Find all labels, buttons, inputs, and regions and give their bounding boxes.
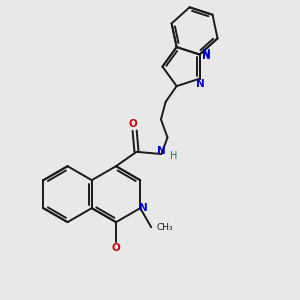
Text: CH₃: CH₃ bbox=[157, 223, 173, 232]
Text: O: O bbox=[112, 243, 120, 253]
Text: N: N bbox=[158, 146, 166, 156]
Text: H: H bbox=[170, 152, 178, 161]
Text: O: O bbox=[129, 119, 138, 129]
Text: N: N bbox=[196, 79, 205, 89]
Text: N: N bbox=[202, 51, 211, 61]
Text: N: N bbox=[202, 49, 211, 59]
Text: N: N bbox=[140, 203, 148, 213]
